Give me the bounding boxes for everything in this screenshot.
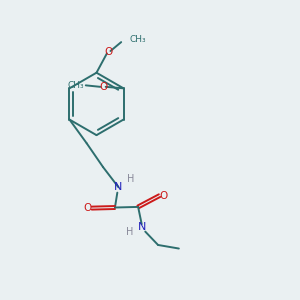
Text: O: O <box>100 82 108 92</box>
Text: H: H <box>127 174 135 184</box>
Text: N: N <box>137 222 146 232</box>
Text: O: O <box>160 190 168 201</box>
Text: N: N <box>114 182 123 192</box>
Text: O: O <box>105 47 113 57</box>
Text: CH₃: CH₃ <box>130 35 146 44</box>
Text: O: O <box>83 203 92 213</box>
Text: CH₃: CH₃ <box>67 81 84 90</box>
Text: H: H <box>125 227 133 238</box>
